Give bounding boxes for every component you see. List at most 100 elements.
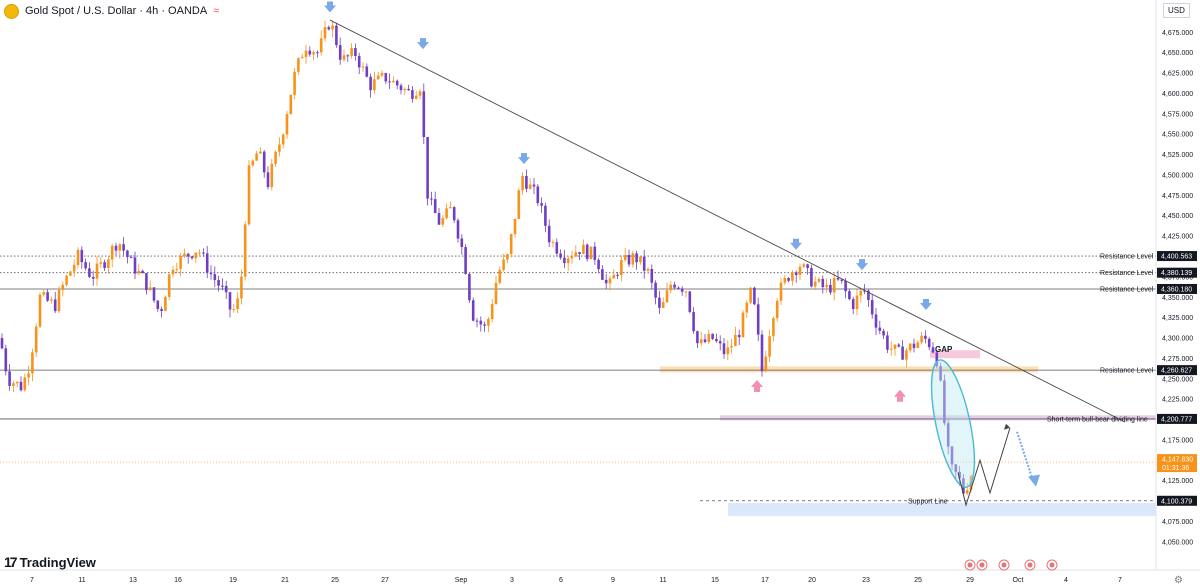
y-tick-label: 4,225.000	[1162, 397, 1193, 404]
candle	[578, 252, 581, 254]
candle	[912, 343, 916, 348]
candle	[734, 334, 737, 347]
x-tick-label: 11	[659, 577, 666, 584]
x-tick-label: Oct	[1013, 577, 1024, 584]
level-label: Resistance Level	[1100, 286, 1154, 293]
candle	[217, 279, 220, 286]
candle	[156, 300, 160, 309]
event-dot	[1027, 562, 1033, 568]
candle	[920, 335, 923, 343]
candle	[821, 278, 825, 288]
symbol-title[interactable]: Gold Spot / U.S. Dollar · 4h · OANDA	[25, 5, 208, 17]
candle	[278, 144, 281, 152]
x-tick-label: 25	[914, 577, 922, 584]
event-dot	[967, 562, 973, 568]
candle	[395, 80, 399, 86]
candle	[867, 290, 870, 301]
candle	[509, 234, 513, 255]
drop-ellipse	[930, 359, 976, 489]
y-tick-label: 4,600.000	[1162, 91, 1193, 98]
candle	[384, 73, 388, 82]
candle	[559, 253, 562, 258]
y-tick-label: 4,250.000	[1162, 376, 1193, 383]
candle	[69, 271, 72, 276]
x-tick-label: 19	[229, 577, 237, 584]
candle	[95, 263, 99, 279]
candle	[722, 343, 726, 355]
y-tick-label: 4,275.000	[1162, 356, 1193, 363]
candle	[403, 88, 407, 91]
x-tick-label: 15	[711, 577, 719, 584]
candle	[433, 199, 437, 214]
candle	[319, 38, 323, 53]
candle	[950, 446, 954, 465]
candle	[50, 299, 53, 301]
candle	[802, 264, 806, 267]
candle	[513, 218, 517, 235]
candle	[80, 249, 84, 263]
candle	[775, 300, 779, 319]
candle	[946, 423, 950, 447]
market-status-icon: ≈	[213, 5, 220, 17]
candle	[31, 352, 34, 374]
x-tick-label: 21	[281, 577, 289, 584]
candle	[338, 45, 342, 60]
candle	[399, 85, 403, 91]
y-tick-label: 4,075.000	[1162, 519, 1193, 526]
level-price-tag	[1157, 251, 1197, 262]
candle	[300, 56, 304, 59]
candle	[772, 318, 775, 337]
candle	[285, 114, 289, 135]
candle	[741, 312, 745, 338]
candle	[547, 225, 551, 243]
bull-bear-zone	[720, 415, 1156, 421]
candle	[361, 66, 365, 68]
candle	[715, 338, 718, 342]
candle	[186, 253, 190, 257]
tv-mark-icon: 17	[4, 554, 18, 570]
candle	[851, 299, 855, 310]
y-tick-label: 4,575.000	[1162, 111, 1193, 118]
candle	[380, 73, 384, 76]
candle	[494, 282, 498, 304]
blue-down-arrow-icon	[518, 153, 530, 165]
currency-selector[interactable]: USD	[1163, 3, 1190, 18]
candle	[707, 333, 711, 343]
blue-down-arrow-icon	[920, 299, 932, 311]
level-price-tag	[1157, 365, 1197, 376]
candle	[627, 254, 631, 265]
x-tick-label: 9	[611, 577, 615, 584]
settings-gear-icon[interactable]: ⚙	[1174, 575, 1183, 586]
event-dot	[1049, 562, 1055, 568]
y-tick-label: 4,650.000	[1162, 50, 1193, 57]
blue-down-arrow-icon	[417, 38, 429, 50]
y-tick-label: 4,350.000	[1162, 295, 1193, 302]
candle	[449, 207, 452, 209]
candle	[798, 266, 802, 276]
candle	[0, 338, 4, 349]
level-price-tag	[1157, 413, 1197, 424]
candle	[566, 258, 570, 264]
candle	[357, 55, 361, 68]
candle	[297, 58, 300, 72]
candle	[232, 309, 236, 311]
candle	[612, 274, 616, 279]
candle	[574, 252, 578, 257]
level-price-tag	[1157, 267, 1197, 278]
candle	[726, 347, 730, 355]
candle	[99, 262, 103, 264]
candle	[582, 244, 585, 254]
candle	[688, 291, 692, 312]
candle	[304, 50, 308, 57]
x-tick-label: 4	[1064, 577, 1068, 584]
blue-down-arrow-icon	[790, 238, 802, 250]
candle	[376, 75, 380, 80]
candle	[893, 344, 897, 349]
candle	[183, 253, 186, 256]
candle	[198, 252, 201, 254]
candle	[392, 80, 395, 83]
candle	[464, 247, 467, 274]
candle	[646, 268, 650, 271]
candle	[551, 242, 555, 244]
